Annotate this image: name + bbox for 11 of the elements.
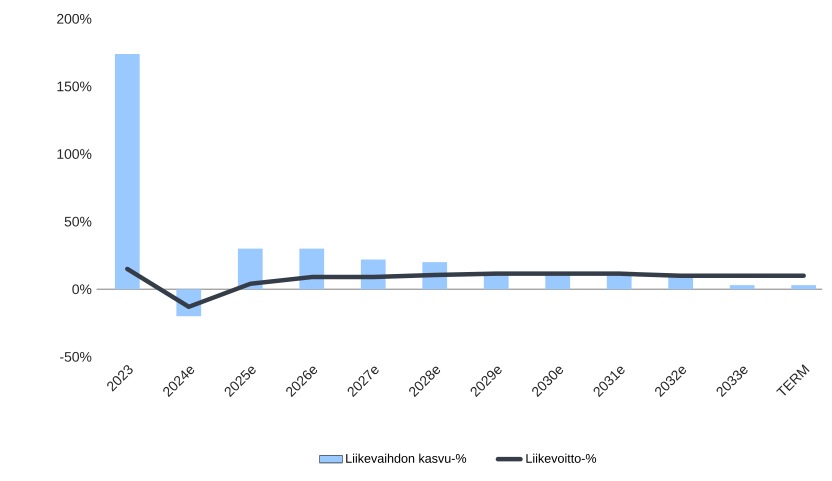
y-tick-label: 50% [64,216,92,227]
bar [114,54,140,290]
y-tick-label: -50% [60,352,92,362]
legend-label: Liikevaihdon kasvu-% [346,454,466,463]
y-tick-label: 100% [57,149,92,160]
y-tick-label: 150% [57,82,92,92]
bar [791,285,816,290]
y-tick-label: 200% [57,14,92,24]
y-tick-label: 0% [72,284,92,294]
legend-label: Liikevoitto-% [526,454,596,463]
bar [730,285,755,290]
